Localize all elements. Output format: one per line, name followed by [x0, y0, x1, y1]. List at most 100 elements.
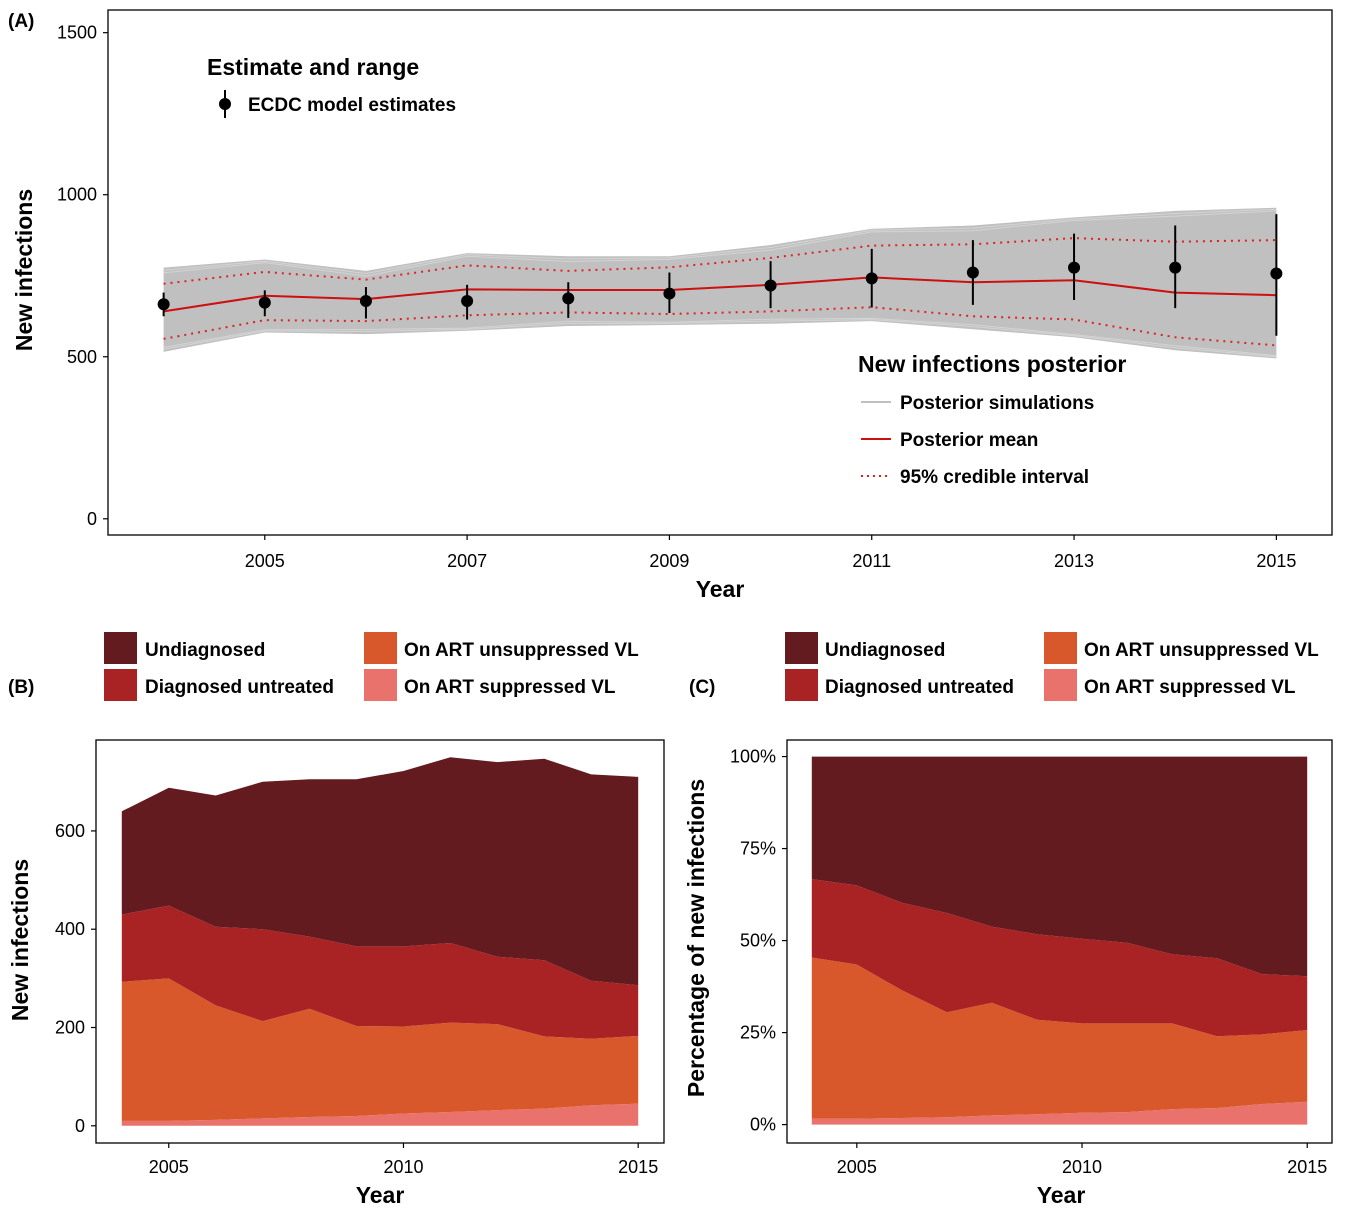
- panel-a-x-title: Year: [696, 576, 745, 602]
- legend-b-swatch-undiagnosed: [104, 632, 137, 664]
- panel-c-y-axis: 0% 25% 50% 75% 100%: [730, 747, 787, 1135]
- legend-b-unsuppressed: On ART unsuppressed VL: [404, 640, 639, 661]
- legend-b-undiagnosed: Undiagnosed: [145, 640, 265, 661]
- x-tick-label: 2015: [1256, 551, 1296, 571]
- x-tick-label: 2011: [852, 551, 891, 571]
- estimate-point-2013: [1068, 261, 1081, 274]
- x-tick-label: 2009: [649, 551, 689, 571]
- posterior-mean-line: [163, 276, 1277, 313]
- legend-c-swatch-undiagnosed: [785, 632, 818, 664]
- y-tick-label: 1500: [57, 23, 97, 43]
- estimate-point-2006: [359, 295, 372, 308]
- estimate-point-2008: [562, 292, 575, 305]
- panel-c-label: (C): [689, 677, 715, 698]
- posterior-mean-line-group: [163, 276, 1277, 313]
- panel-b-label: (B): [8, 677, 34, 698]
- panel-c-chart: 0% 25% 50% 75% 100% 2005 2010 2015 Year Percen…: [683, 739, 1333, 1208]
- estimate-legend-title: Estimate and range: [207, 54, 419, 80]
- x-tick-label: 2010: [383, 1157, 423, 1177]
- legend-label-ci: 95% credible interval: [900, 467, 1089, 488]
- panel-a-y-axis: 0 500 1000 1500: [57, 23, 108, 529]
- panel-a-label: (A): [8, 11, 34, 32]
- legend-c-diagnosed: Diagnosed untreated: [825, 677, 1014, 698]
- panel-b-legend: Undiagnosed Diagnosed untreated On ART u…: [104, 632, 639, 701]
- estimate-point-2005: [258, 296, 271, 309]
- panel-b-frame: [95, 739, 665, 1144]
- posterior-simulation-line: [163, 208, 1277, 275]
- panel-b-x-axis: 2005 2010 2015: [149, 1143, 658, 1177]
- panel-c-legend: Undiagnosed Diagnosed untreated On ART u…: [785, 632, 1319, 701]
- y-tick-label: 50%: [740, 931, 776, 951]
- panel-b-chart: 0 200 400 600 2005 2010 2015 Year New infecti…: [7, 739, 665, 1208]
- estimate-point-2014: [1169, 261, 1182, 274]
- legend-b-diagnosed: Diagnosed untreated: [145, 677, 334, 698]
- y-tick-label: 100%: [730, 747, 776, 767]
- legend-label-mean: Posterior mean: [900, 430, 1038, 451]
- ecdc-estimates: [157, 214, 1283, 336]
- panel-b-x-title: Year: [356, 1182, 405, 1208]
- estimate-point-2012: [966, 266, 979, 279]
- y-tick-label: 75%: [740, 839, 776, 859]
- x-tick-label: 2015: [1287, 1157, 1327, 1177]
- x-tick-label: 2010: [1062, 1157, 1102, 1177]
- panel-c-y-title: Percentage of new infections: [683, 779, 709, 1097]
- panel-c-x-axis: 2005 2010 2015: [837, 1143, 1327, 1177]
- panel-c-frame: [786, 739, 1333, 1144]
- estimate-point-2011: [865, 272, 878, 285]
- posterior-band-area: [163, 207, 1277, 359]
- panel-a-chart: 0 500 1000 1500 2005 2007 2009 2011 2013 2015 Ye…: [11, 9, 1333, 602]
- estimate-point-2010: [764, 279, 777, 292]
- x-tick-label: 2005: [837, 1157, 877, 1177]
- legend-b-swatch-suppressed: [364, 669, 397, 701]
- legend-c-suppressed: On ART suppressed VL: [1084, 677, 1296, 698]
- x-tick-label: 2005: [245, 551, 285, 571]
- posterior-simulations-band: [163, 207, 1277, 359]
- panel-c-x-title: Year: [1037, 1182, 1086, 1208]
- estimate-legend-point: [219, 98, 231, 110]
- posterior-simulation-line: [163, 319, 1277, 358]
- legend-c-undiagnosed: Undiagnosed: [825, 640, 945, 661]
- estimate-point-2009: [663, 287, 676, 300]
- y-tick-label: 500: [67, 347, 97, 367]
- x-tick-label: 2015: [618, 1157, 658, 1177]
- panel-b-y-title: New infections: [7, 859, 33, 1021]
- legend-c-swatch-diagnosed: [785, 669, 818, 701]
- y-tick-label: 600: [55, 821, 85, 841]
- panel-c-areas: [811, 756, 1308, 1125]
- estimate-point-2007: [461, 295, 474, 308]
- legend-label-simulations: Posterior simulations: [900, 393, 1094, 414]
- legend-b-swatch-diagnosed: [104, 669, 137, 701]
- y-tick-label: 0%: [750, 1115, 776, 1135]
- y-tick-label: 400: [55, 919, 85, 939]
- y-tick-label: 0: [87, 509, 97, 529]
- estimate-point-2004: [157, 298, 170, 311]
- panel-a-y-title: New infections: [11, 189, 37, 351]
- x-tick-label: 2013: [1054, 551, 1094, 571]
- posterior-legend: New infections posterior Posterior simul…: [858, 351, 1126, 488]
- area-diagnosed-untreated: [121, 905, 639, 1039]
- panel-b-y-axis: 0 200 400 600: [55, 821, 96, 1136]
- x-tick-label: 2007: [447, 551, 487, 571]
- y-tick-label: 1000: [57, 185, 97, 205]
- legend-b-suppressed: On ART suppressed VL: [404, 677, 616, 698]
- area-undiagnosed: [811, 756, 1308, 977]
- area-on-art-suppressed: [811, 1101, 1308, 1125]
- legend-b-swatch-unsuppressed: [364, 632, 397, 664]
- y-tick-label: 25%: [740, 1023, 776, 1043]
- panel-a-frame: [107, 9, 1333, 536]
- posterior-simulation-line: [163, 317, 1277, 357]
- legend-c-swatch-suppressed: [1044, 669, 1077, 701]
- area-on-art-unsuppressed: [811, 957, 1308, 1119]
- posterior-simulation-lines: [163, 208, 1277, 358]
- estimate-legend-label: ECDC model estimates: [248, 95, 456, 116]
- x-tick-label: 2005: [149, 1157, 189, 1177]
- area-undiagnosed: [121, 757, 639, 986]
- panel-b-areas: [121, 757, 639, 1126]
- area-on-art-unsuppressed: [121, 978, 639, 1121]
- y-tick-label: 0: [75, 1116, 85, 1136]
- area-diagnosed-untreated: [811, 879, 1308, 1037]
- posterior-legend-title: New infections posterior: [858, 351, 1126, 377]
- legend-c-swatch-unsuppressed: [1044, 632, 1077, 664]
- estimate-point-2015: [1270, 267, 1283, 280]
